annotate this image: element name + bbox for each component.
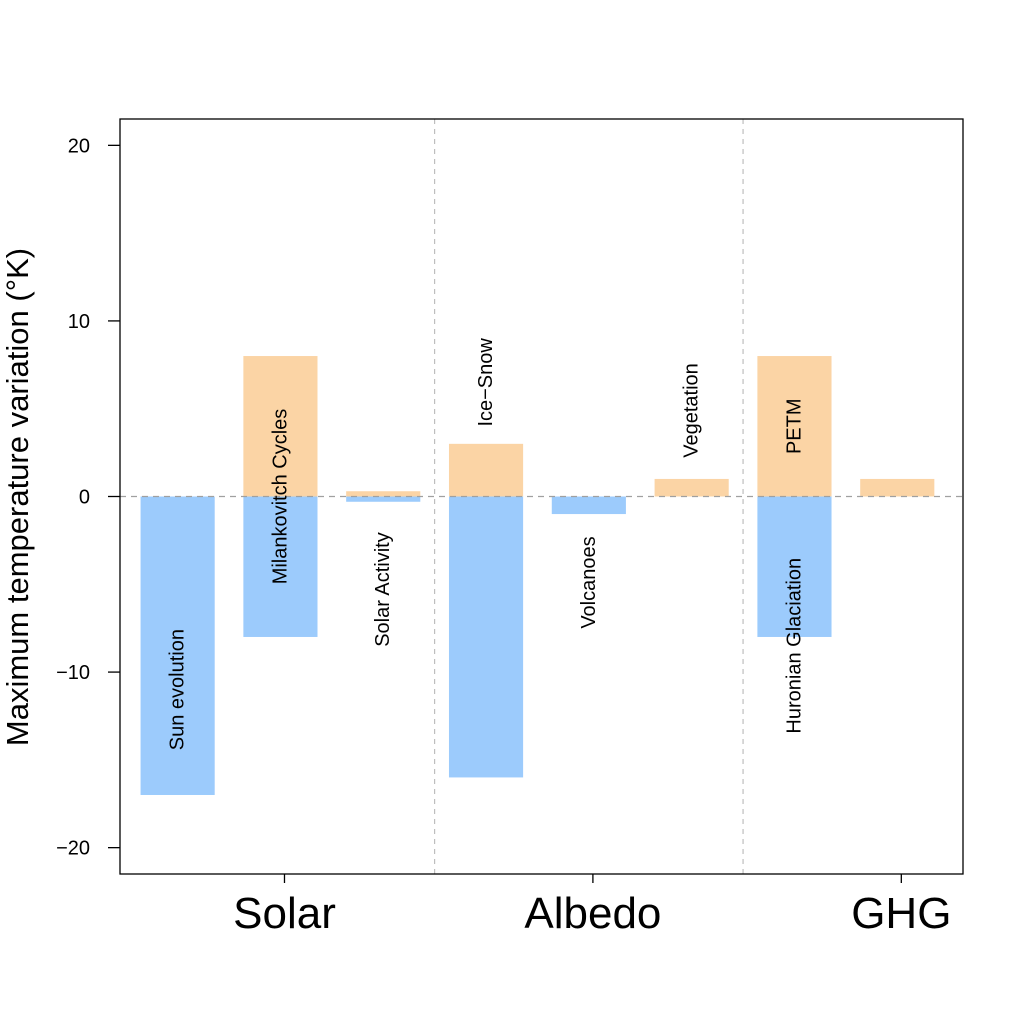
y-tick-label-3: 0	[79, 487, 90, 509]
bar-label-1-1: Sun evolution	[167, 629, 189, 750]
bar-label-2-1: Milankovitch Cycles	[269, 409, 291, 585]
bars-layer	[140, 356, 935, 795]
y-tick-label-2: −10	[56, 662, 90, 684]
bar-warming-3	[346, 491, 421, 497]
bar-cooling-3	[346, 496, 421, 502]
bar-warming-2	[243, 356, 318, 497]
y-tick-label-1: −20	[56, 838, 90, 860]
bar-warming-7	[757, 356, 832, 497]
bar-warming-8	[860, 478, 935, 497]
bar-cooling-7	[757, 496, 832, 637]
y-axis-title: Maximum temperature variation (°K)	[0, 248, 35, 746]
bar-cooling-2	[243, 496, 318, 637]
group-label-albedo: Albedo	[524, 889, 661, 938]
bar-cooling-4	[448, 496, 524, 778]
bar-label-5-1: Volcanoes	[578, 536, 600, 628]
bar-labels: Sun evolution Milankovitch Cycles Solar Ac…	[167, 338, 806, 751]
y-axis: −20 −10 0 10 20	[56, 135, 120, 860]
bar-warming-6	[654, 478, 729, 497]
x-axis: Solar Albedo GHG	[233, 874, 951, 938]
bar-label-3-1: Solar Activity	[372, 532, 394, 646]
bar-warming-4	[448, 443, 524, 497]
y-tick-label-4: 10	[68, 311, 90, 333]
group-label-ghg: GHG	[851, 889, 951, 938]
y-tick-label-5: 20	[68, 135, 90, 157]
group-label-solar: Solar	[233, 889, 336, 938]
bar-cooling-1	[140, 496, 215, 795]
bar-label-6-1: Vegetation	[681, 363, 703, 458]
bar-label-4-1: Ice−Snow	[475, 338, 497, 427]
bar-label-7-1: PETM	[783, 398, 805, 454]
bar-cooling-5	[551, 496, 626, 515]
bar-label-7-2: Huronian Glaciation	[783, 558, 805, 734]
